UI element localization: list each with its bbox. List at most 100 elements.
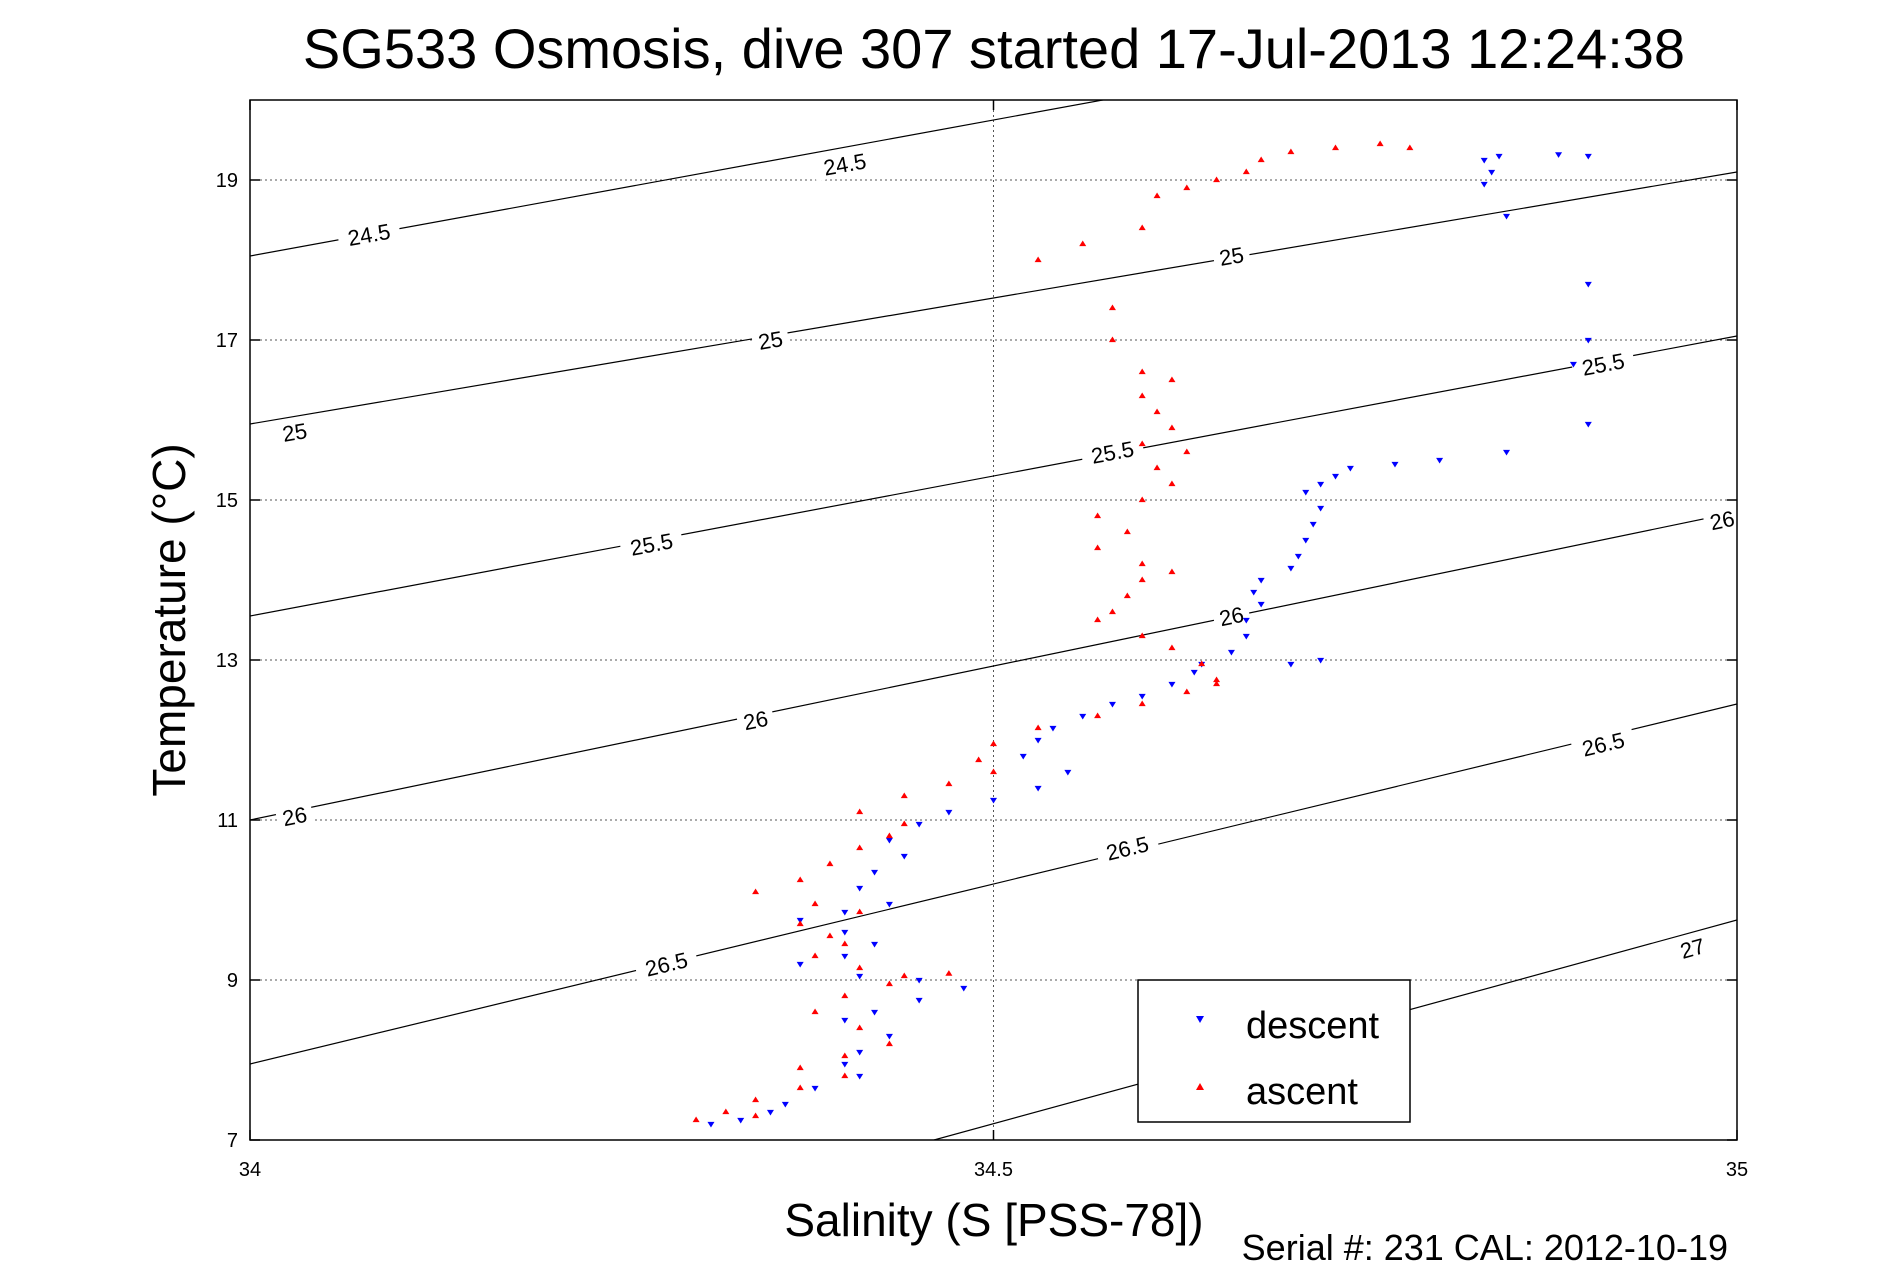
x-tick-label: 35	[1726, 1159, 1748, 1181]
contour-label-text: 26	[741, 706, 770, 735]
descent-point	[1064, 769, 1072, 776]
density-contour-label: 25	[274, 417, 315, 447]
ascent-point	[1138, 560, 1146, 567]
y-tick-label: 11	[217, 810, 238, 832]
contour-label-text: 26	[280, 802, 309, 831]
descent-point	[960, 985, 968, 992]
ascent-point	[1213, 676, 1221, 683]
descent-point	[1294, 553, 1302, 560]
descent-point	[1317, 481, 1325, 488]
ascent-point	[692, 1116, 700, 1123]
descent-point	[1287, 565, 1295, 572]
descent-point	[1317, 505, 1325, 512]
descent-point	[856, 885, 864, 892]
ascent-point	[1094, 712, 1102, 719]
contour-label-bg	[750, 325, 791, 355]
ascent-point	[1168, 568, 1176, 575]
descent-point	[1227, 649, 1235, 656]
ascent-point	[752, 888, 760, 895]
density-contours	[250, 100, 1737, 1140]
density-contour-line	[250, 171, 1737, 425]
descent-point	[766, 1109, 774, 1116]
ascent-point	[1108, 304, 1116, 311]
descent-point	[1079, 713, 1087, 720]
descent-point	[915, 821, 923, 828]
ascent-point	[1094, 616, 1102, 623]
contour-label-bg	[274, 800, 315, 832]
ascent-point	[1108, 608, 1116, 615]
ascent-point	[1094, 512, 1102, 519]
ascent-point	[885, 832, 893, 839]
ascent-point	[1257, 156, 1265, 163]
legend-descent-label: descent	[1246, 1005, 1380, 1047]
descent-point	[885, 837, 893, 844]
descent-point	[1257, 577, 1265, 584]
ascent-point	[885, 980, 893, 987]
contour-label-bg	[618, 526, 685, 562]
descent-point	[1302, 489, 1310, 496]
descent-point	[1287, 661, 1295, 668]
ascent-point	[975, 756, 983, 763]
contour-label-bg	[1211, 600, 1252, 632]
ascent-point	[856, 808, 864, 815]
ascent-point	[1287, 148, 1295, 155]
descent-point	[1250, 589, 1258, 596]
ascent-point	[1034, 724, 1042, 731]
ascent-point	[1183, 688, 1191, 695]
ascent-point	[1138, 440, 1146, 447]
ascent-point	[841, 992, 849, 999]
descent-point	[737, 1117, 745, 1124]
descent-series	[707, 152, 1592, 1128]
descent-point	[1584, 153, 1592, 160]
density-contour-line	[250, 335, 1737, 617]
density-contour-label: 27	[1671, 931, 1713, 965]
ascent-point	[1123, 528, 1131, 535]
descent-point	[1495, 153, 1503, 160]
ascent-point	[1153, 464, 1161, 471]
ascent-point	[796, 1064, 804, 1071]
ascent-point	[796, 876, 804, 883]
contour-label-bg	[735, 704, 776, 736]
ascent-point	[1168, 644, 1176, 651]
contour-label-bg	[1079, 434, 1146, 470]
ascent-point	[841, 940, 849, 947]
descent-point	[1584, 421, 1592, 428]
y-tick-label: 17	[216, 330, 238, 352]
ascent-point	[1138, 224, 1146, 231]
contour-label-text: 25	[281, 418, 309, 447]
contour-label-bg	[336, 217, 402, 252]
ascent-point	[1183, 448, 1191, 455]
ascent-point	[1079, 240, 1087, 247]
ascent-point	[1183, 184, 1191, 191]
chart-title: SG533 Osmosis, dive 307 started 17-Jul-2…	[303, 17, 1685, 80]
descent-point	[1503, 449, 1511, 456]
contour-label-bg	[274, 417, 315, 447]
y-tick-label: 19	[216, 170, 238, 192]
descent-point	[1242, 617, 1250, 624]
descent-point	[915, 977, 923, 984]
descent-point	[990, 797, 997, 804]
ascent-point	[885, 1040, 893, 1047]
ascent-point	[841, 1052, 849, 1059]
ascent-point	[1406, 144, 1414, 151]
grid-lines	[250, 100, 1737, 1140]
ascent-series	[692, 140, 1414, 1123]
ascent-point	[1213, 176, 1221, 183]
ascent-point	[856, 964, 864, 971]
ascent-point	[826, 932, 834, 939]
ascent-point	[1242, 168, 1250, 175]
ascent-point	[856, 1024, 864, 1031]
descent-point	[871, 1009, 879, 1016]
density-contour-line	[250, 100, 1107, 257]
descent-point	[1346, 465, 1354, 472]
descent-point	[945, 809, 953, 816]
legend: descent ascent	[1137, 979, 1411, 1123]
ascent-point	[1123, 592, 1131, 599]
x-axis-label: Salinity (S [PSS-78])	[784, 1194, 1203, 1246]
ascent-point	[1168, 480, 1176, 487]
ascent-point	[1108, 336, 1116, 343]
density-contour-label: 26	[1702, 504, 1743, 536]
ascent-point	[1213, 680, 1221, 687]
ascent-point	[1034, 256, 1042, 263]
